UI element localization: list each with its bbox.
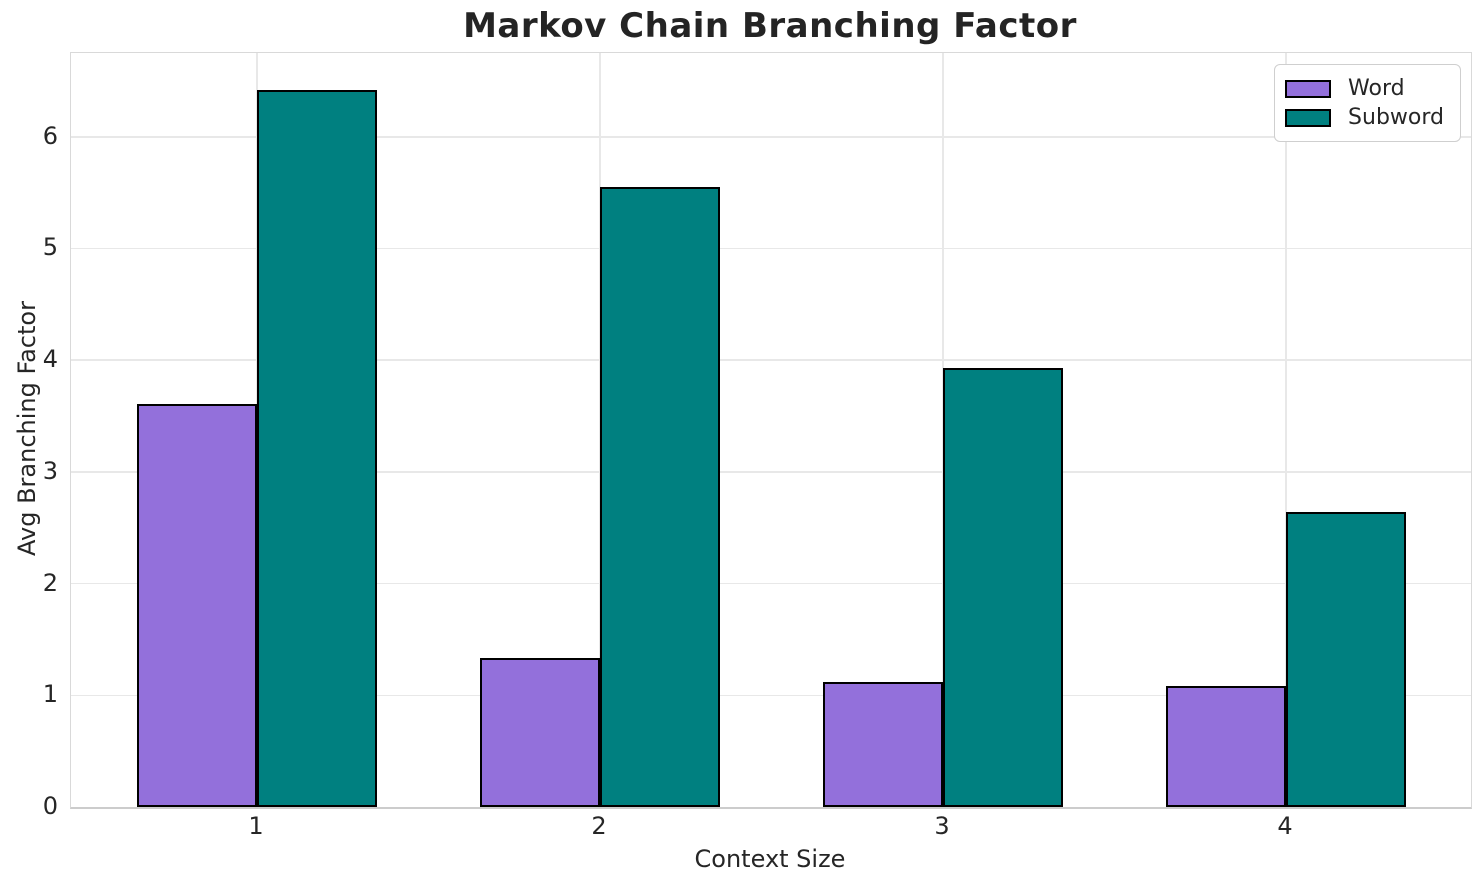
- bar-subword-4: [1286, 512, 1406, 807]
- gridline-horizontal: [71, 136, 1471, 138]
- y-tick-label: 4: [42, 345, 58, 374]
- y-tick-label: 5: [42, 233, 58, 262]
- gridline-horizontal: [71, 359, 1471, 361]
- legend-item-word: Word: [1285, 74, 1444, 103]
- gridline-horizontal: [71, 582, 1471, 585]
- legend-item-subword: Subword: [1285, 103, 1444, 132]
- bar-word-1: [137, 404, 257, 807]
- legend-label-word: Word: [1348, 76, 1405, 101]
- legend-swatch-subword: [1285, 108, 1332, 127]
- bar-word-3: [823, 682, 943, 807]
- bar-word-2: [480, 658, 600, 807]
- legend-swatch-word: [1285, 79, 1332, 98]
- bar-subword-3: [943, 368, 1063, 807]
- legend-label-subword: Subword: [1348, 105, 1444, 130]
- x-axis-label: Context Size: [694, 845, 846, 873]
- bar-subword-2: [600, 187, 720, 807]
- bar-subword-1: [257, 90, 377, 807]
- bar-word-4: [1166, 686, 1286, 807]
- gridline-vertical: [1285, 53, 1287, 807]
- x-tick-label: 4: [1277, 812, 1293, 840]
- legend: Word Subword: [1274, 64, 1461, 142]
- plot-area: Word Subword: [70, 52, 1472, 809]
- y-tick-label: 3: [42, 456, 58, 485]
- y-tick-label: 6: [42, 121, 58, 150]
- gridline-horizontal: [71, 471, 1471, 473]
- y-tick-label: 0: [42, 792, 58, 820]
- x-tick-label: 1: [248, 812, 264, 840]
- gridline-horizontal: [71, 694, 1471, 697]
- gridline-horizontal: [71, 247, 1471, 250]
- x-tick-label: 3: [934, 812, 950, 840]
- x-tick-label: 2: [591, 812, 607, 840]
- y-tick-label: 2: [42, 568, 58, 597]
- y-tick-label: 1: [42, 680, 58, 709]
- chart-title: Markov Chain Branching Factor: [463, 6, 1077, 46]
